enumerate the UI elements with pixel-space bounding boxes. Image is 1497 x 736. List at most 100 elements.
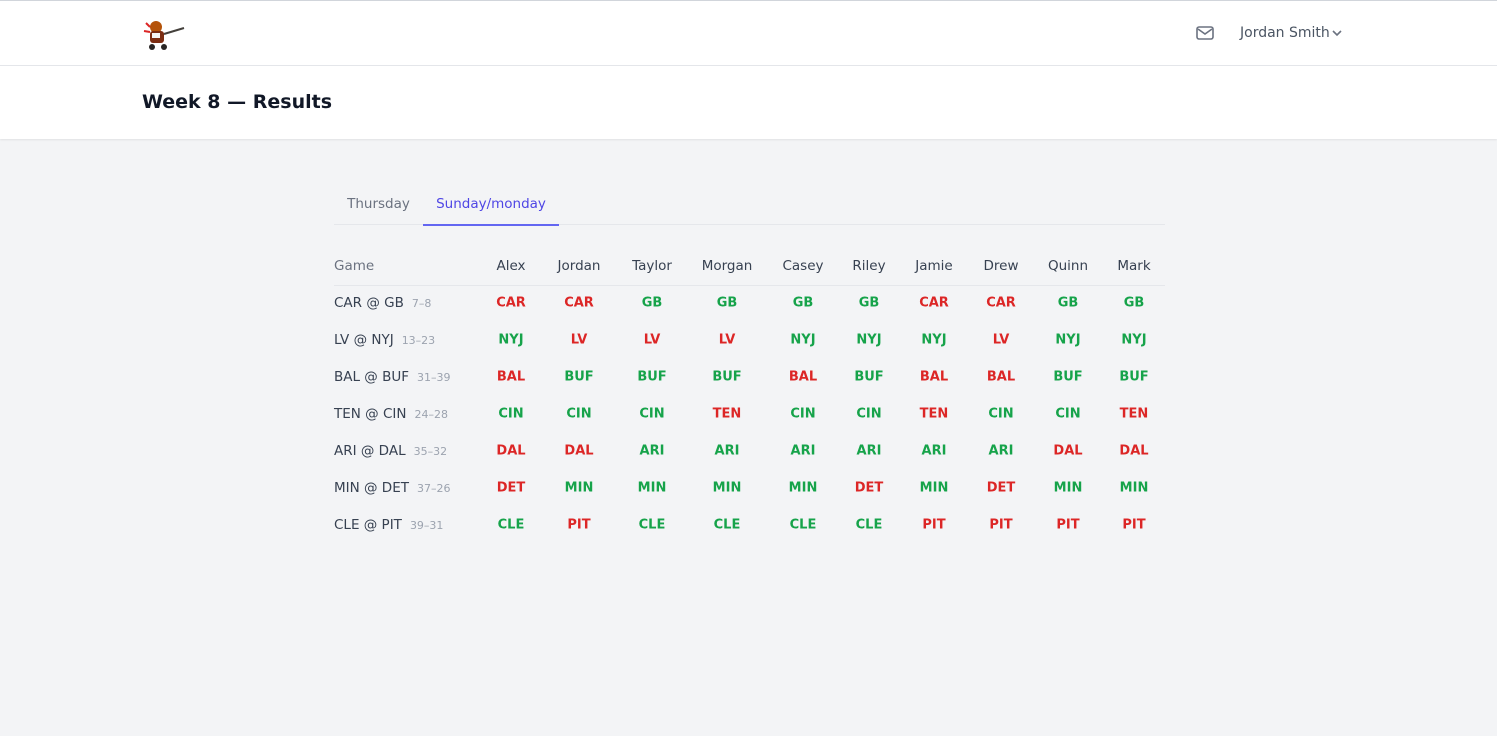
score: 35–32 <box>413 445 448 458</box>
column-header: Morgan <box>701 258 753 274</box>
pick: MIN <box>564 480 594 496</box>
title-bar: Week 8 — Results <box>0 66 1497 139</box>
column-header: Taylor <box>632 258 672 274</box>
pick: ARI <box>988 443 1014 459</box>
pick: BAL <box>788 369 818 385</box>
pick: ARI <box>921 443 947 459</box>
game-label: MIN @ DET 37–26 <box>334 480 451 496</box>
score: 37–26 <box>416 482 451 495</box>
game-label: LV @ NYJ 13–23 <box>334 332 436 348</box>
page-title: Week 8 — Results <box>142 91 333 113</box>
header-divider <box>334 285 1165 286</box>
column-header: Riley <box>852 258 886 274</box>
pick: CLE <box>789 517 817 533</box>
pick: CAR <box>986 295 1016 311</box>
pick: NYJ <box>790 332 816 348</box>
pick: GB <box>716 295 738 311</box>
pick: MIN <box>712 480 742 496</box>
pick: CAR <box>564 295 594 311</box>
pick: NYJ <box>1055 332 1081 348</box>
pick: BAL <box>986 369 1016 385</box>
top-nav: Jordan Smith <box>0 0 1497 66</box>
pick: MIN <box>788 480 818 496</box>
pick: CLE <box>855 517 883 533</box>
pick: CIN <box>988 406 1014 422</box>
pick: CLE <box>638 517 666 533</box>
pick: CLE <box>713 517 741 533</box>
score: 31–39 <box>417 371 451 384</box>
pick: DET <box>854 480 884 496</box>
pick: DAL <box>1053 443 1083 459</box>
pick: DAL <box>564 443 594 459</box>
column-header: Drew <box>983 258 1019 274</box>
game-label: CAR @ GB 7–8 <box>334 295 432 311</box>
pick: TEN <box>712 406 742 422</box>
pick: BUF <box>564 369 594 385</box>
pick: DET <box>986 480 1016 496</box>
mail-icon[interactable] <box>1196 25 1214 41</box>
pick: LV <box>718 332 736 348</box>
pick: NYJ <box>856 332 882 348</box>
pick: DAL <box>496 443 526 459</box>
tab-divider <box>334 224 1165 225</box>
score: 24–28 <box>414 408 448 421</box>
pick: GB <box>1057 295 1079 311</box>
column-header: Alex <box>496 258 526 274</box>
pick: ARI <box>856 443 882 459</box>
pick: LV <box>570 332 588 348</box>
column-header: Mark <box>1117 258 1151 274</box>
tab[interactable]: Sunday/monday <box>423 190 559 226</box>
user-menu[interactable]: Jordan Smith <box>1240 25 1330 41</box>
pick: PIT <box>1056 517 1080 533</box>
pick: GB <box>641 295 663 311</box>
pick: BAL <box>496 369 526 385</box>
pick: NYJ <box>498 332 524 348</box>
pick: ARI <box>790 443 816 459</box>
pick: TEN <box>1119 406 1149 422</box>
pick: BUF <box>854 369 884 385</box>
pick: PIT <box>922 517 946 533</box>
pick: LV <box>643 332 661 348</box>
game-label: CLE @ PIT 39–31 <box>334 517 444 533</box>
pick: NYJ <box>1121 332 1147 348</box>
column-header: Casey <box>782 258 824 274</box>
pick: MIN <box>919 480 949 496</box>
pick: GB <box>858 295 880 311</box>
column-header: Jordan <box>557 258 601 274</box>
pick: BUF <box>1053 369 1083 385</box>
pick: LV <box>992 332 1010 348</box>
score: 39–31 <box>409 519 444 532</box>
pick: PIT <box>567 517 591 533</box>
pick: CIN <box>790 406 816 422</box>
pick: BUF <box>637 369 667 385</box>
game-label: BAL @ BUF 31–39 <box>334 369 451 385</box>
pick: CIN <box>1055 406 1081 422</box>
pick: CAR <box>496 295 526 311</box>
pick: MIN <box>637 480 667 496</box>
pick: DAL <box>1119 443 1149 459</box>
score: 7–8 <box>411 297 432 310</box>
pick: BUF <box>1119 369 1149 385</box>
pick: CAR <box>919 295 949 311</box>
pick: CLE <box>497 517 525 533</box>
pick: CIN <box>856 406 882 422</box>
pick: MIN <box>1119 480 1149 496</box>
chevron-icon[interactable] <box>1332 29 1342 37</box>
pick: ARI <box>714 443 740 459</box>
pick: GB <box>792 295 814 311</box>
pick: DET <box>496 480 526 496</box>
tab[interactable]: Thursday <box>347 196 410 212</box>
column-header: Game <box>334 258 375 274</box>
pick: MIN <box>1053 480 1083 496</box>
pick: BUF <box>712 369 742 385</box>
score: 13–23 <box>401 334 436 347</box>
pick: GB <box>1123 295 1145 311</box>
logo[interactable] <box>142 17 188 51</box>
pick: BAL <box>919 369 949 385</box>
pick: CIN <box>566 406 592 422</box>
pick: PIT <box>989 517 1013 533</box>
column-header: Jamie <box>915 258 953 274</box>
column-header: Quinn <box>1047 258 1089 274</box>
